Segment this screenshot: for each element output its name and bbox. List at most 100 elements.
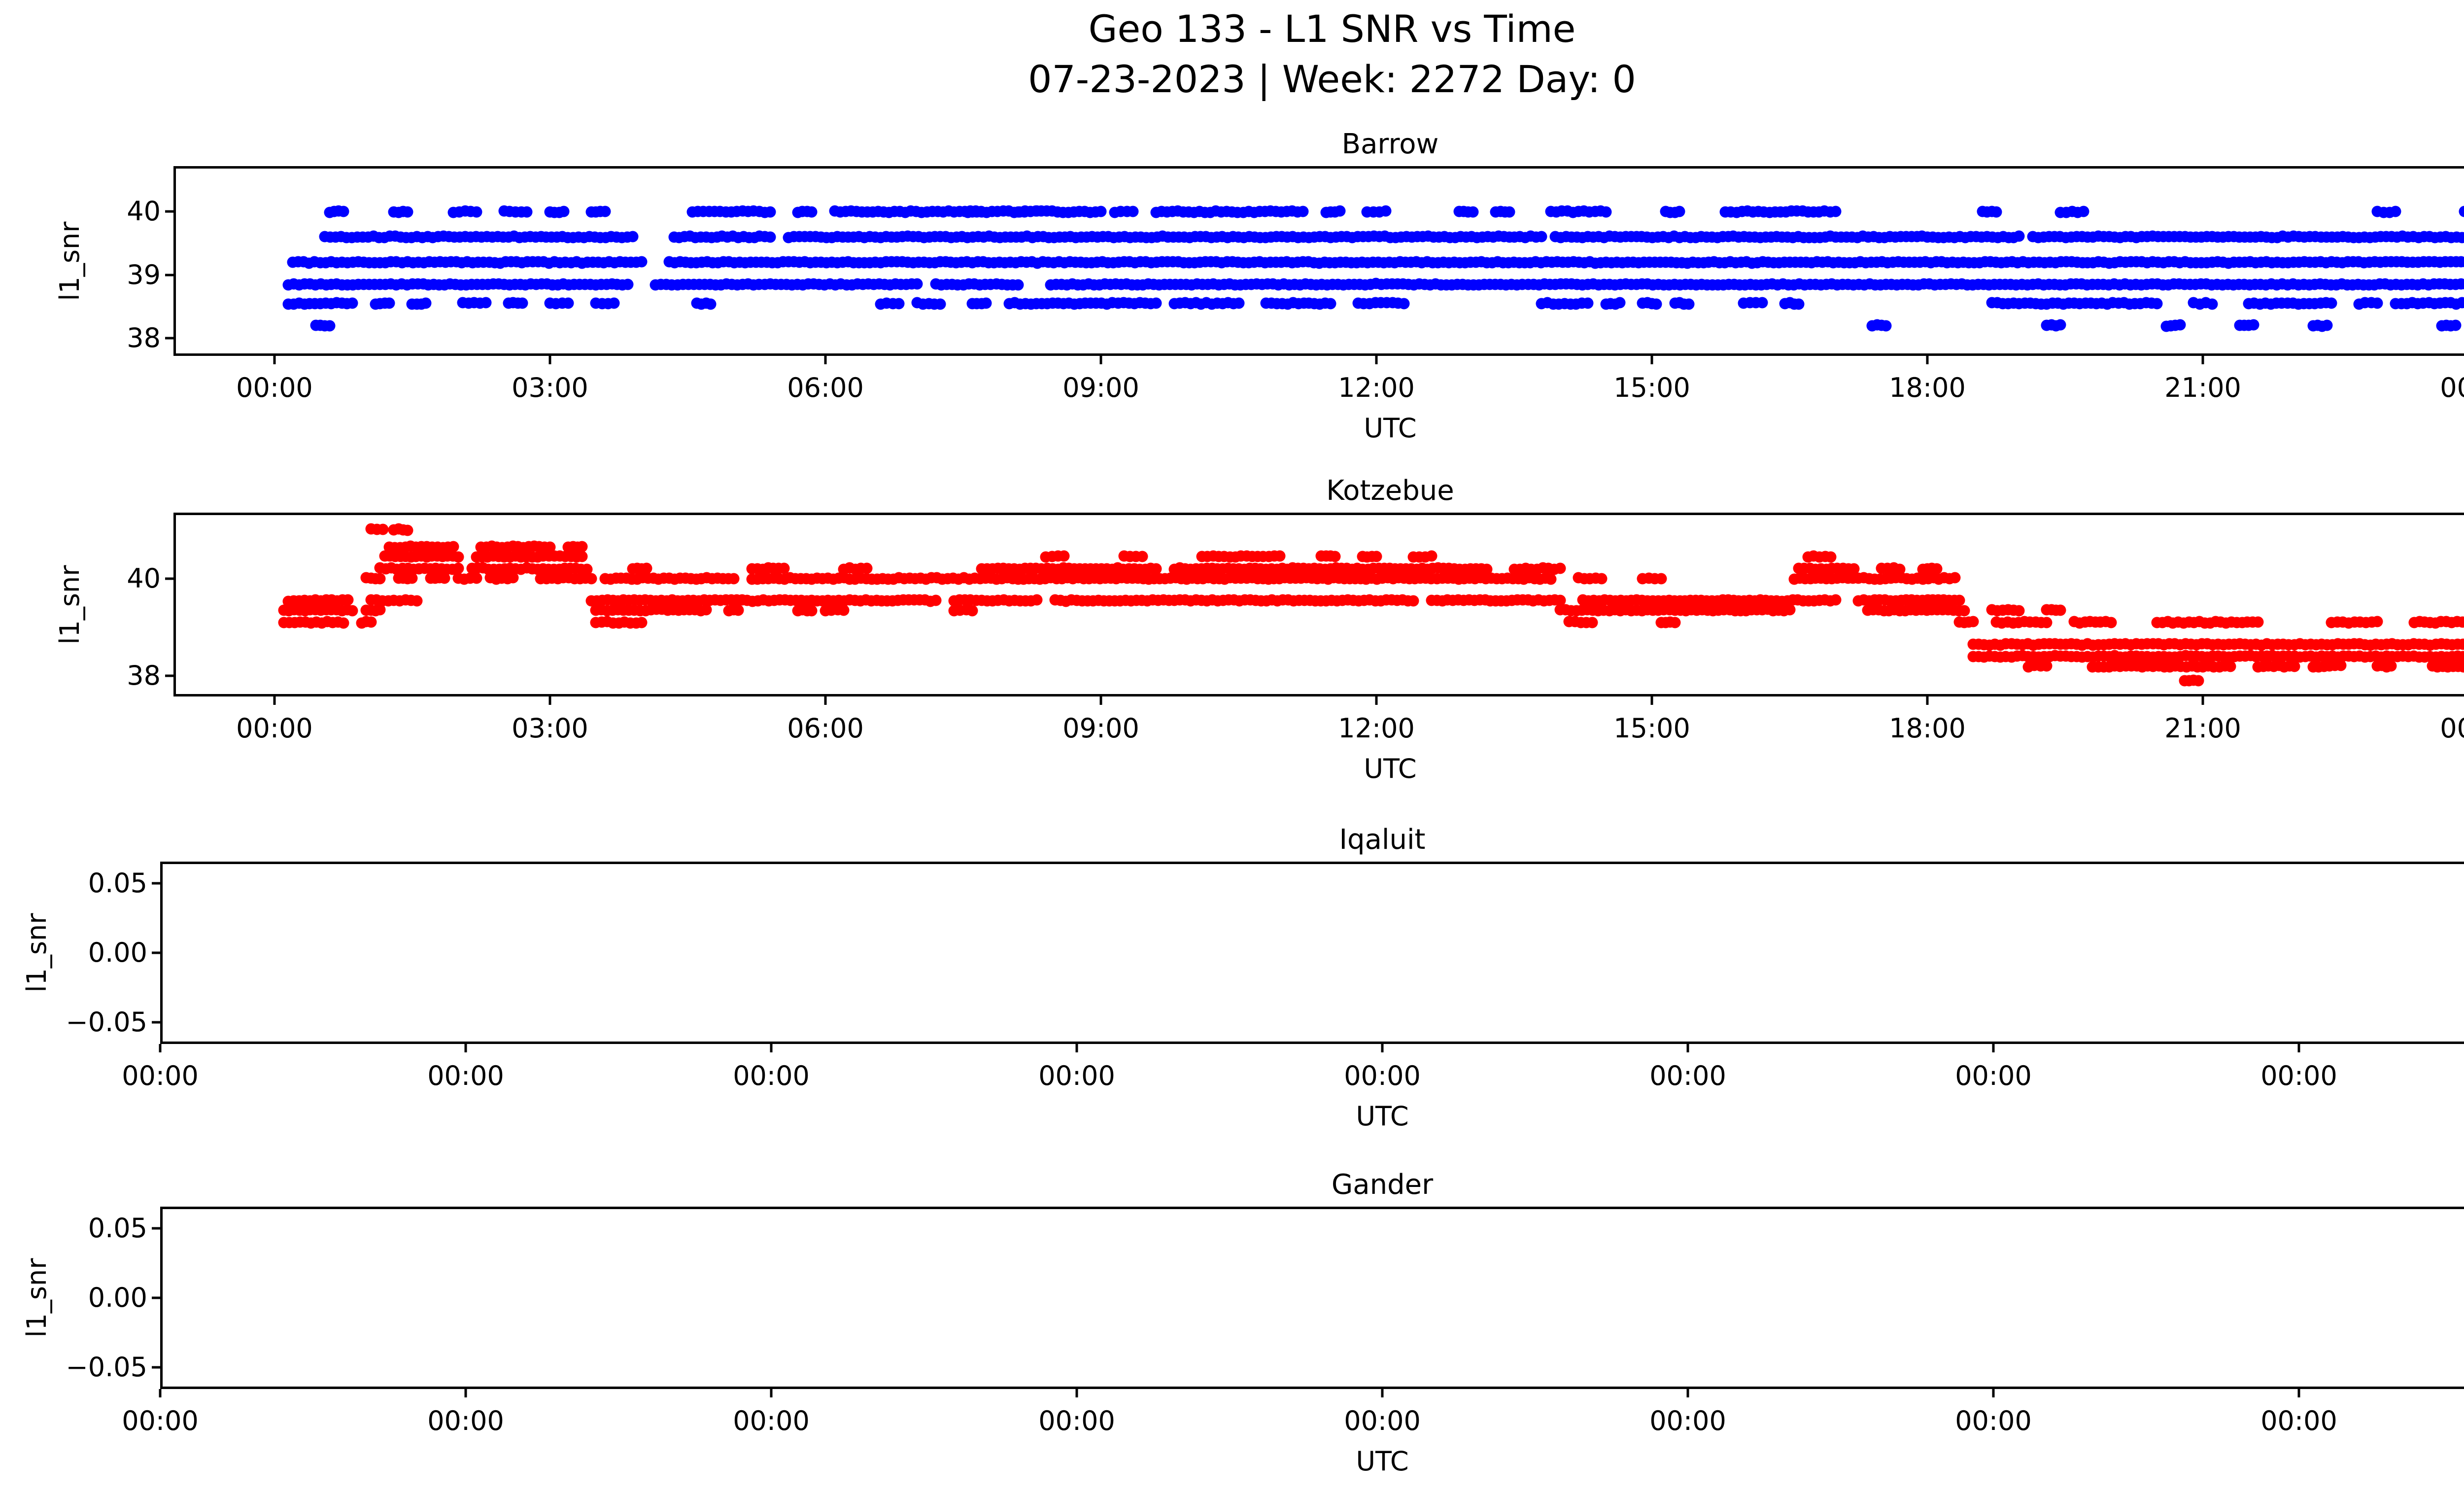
ytick-mark-gander-1: [152, 1296, 160, 1299]
xtick-mark-gander-6: [1992, 1389, 1995, 1397]
xtick-label-iqaluit-3: 00:00: [1038, 1060, 1115, 1091]
xtick-label-barrow-0: 00:00: [236, 372, 313, 403]
xtick-label-iqaluit-4: 00:00: [1344, 1060, 1421, 1091]
data-point: [1949, 572, 1961, 584]
data-point: [2450, 319, 2462, 331]
xtick-mark-gander-2: [770, 1389, 773, 1397]
ytick-mark-gander-0: [152, 1366, 160, 1369]
xtick-label-kotzebue-4: 12:00: [1338, 713, 1415, 744]
subplot-title-kotzebue: Kotzebue: [1326, 475, 1454, 507]
xtick-label-barrow-5: 15:00: [1613, 372, 1690, 403]
data-point: [480, 297, 492, 309]
xtick-mark-kotzebue-1: [548, 696, 551, 705]
data-point: [2371, 297, 2383, 309]
xtick-label-gander-2: 00:00: [733, 1405, 810, 1436]
ytick-label-barrow-2: 40: [127, 196, 161, 227]
data-point: [1150, 297, 1162, 309]
data-point: [374, 604, 386, 616]
data-point: [383, 297, 395, 309]
xtick-mark-iqaluit-1: [464, 1044, 467, 1052]
data-point: [406, 572, 418, 584]
ytick-label-barrow-0: 38: [127, 322, 161, 354]
xtick-label-gander-6: 00:00: [1955, 1405, 2032, 1436]
ytick-mark-kotzebue-1: [165, 577, 173, 580]
ytick-label-iqaluit-0: −0.05: [66, 1007, 147, 1038]
data-point: [1967, 616, 1979, 627]
data-point: [728, 573, 740, 585]
axes-gander: [160, 1207, 2464, 1389]
data-point: [346, 297, 358, 309]
data-point: [2335, 660, 2347, 671]
ytick-mark-iqaluit-1: [152, 951, 160, 954]
data-point: [893, 298, 905, 310]
data-point: [402, 524, 413, 536]
xtick-label-gander-4: 00:00: [1344, 1405, 1421, 1436]
data-point: [1398, 298, 1410, 310]
xtick-mark-kotzebue-4: [1375, 696, 1378, 705]
data-point: [507, 572, 519, 584]
data-point: [2054, 604, 2066, 616]
xtick-label-iqaluit-6: 00:00: [1955, 1060, 2032, 1091]
xtick-mark-gander-0: [159, 1389, 162, 1397]
xtick-label-barrow-7: 21:00: [2164, 372, 2241, 403]
data-point: [471, 572, 482, 584]
xtick-label-gander-1: 00:00: [427, 1405, 504, 1436]
data-point: [2248, 319, 2259, 331]
data-point: [2371, 616, 2383, 627]
xtick-label-iqaluit-7: 00:00: [2260, 1060, 2337, 1091]
data-point: [2289, 661, 2300, 672]
data-point: [1674, 206, 1685, 217]
data-point: [516, 297, 528, 309]
xtick-label-kotzebue-1: 03:00: [512, 713, 588, 744]
data-point: [1012, 279, 1024, 291]
data-point: [622, 278, 634, 290]
xlabel-barrow: UTC: [1364, 413, 1417, 444]
xtick-mark-kotzebue-0: [273, 696, 276, 705]
data-point: [599, 206, 611, 217]
xtick-mark-gander-3: [1075, 1389, 1078, 1397]
data-point: [1325, 298, 1336, 310]
xtick-mark-iqaluit-6: [1992, 1044, 1995, 1052]
data-point: [338, 617, 349, 629]
data-point: [439, 572, 450, 584]
figure-suptitle-line2: 07-23-2023 | Week: 2272 Day: 0: [1028, 57, 1636, 101]
data-point: [764, 206, 776, 218]
data-point: [1586, 617, 1598, 628]
ylabel-barrow: l1_snr: [54, 221, 85, 301]
data-layer-kotzebue: [173, 513, 2464, 696]
xtick-mark-iqaluit-2: [770, 1044, 773, 1052]
data-point: [2013, 230, 2025, 242]
data-point: [2054, 319, 2066, 331]
data-point: [976, 206, 988, 218]
data-point: [2252, 616, 2264, 628]
subplot-title-iqaluit: Iqaluit: [1339, 824, 1426, 856]
data-point: [324, 320, 336, 332]
data-point: [377, 523, 389, 535]
data-point: [365, 616, 377, 628]
xtick-mark-kotzebue-3: [1099, 696, 1102, 705]
xtick-mark-barrow-2: [824, 356, 827, 364]
data-point: [2105, 617, 2117, 628]
data-point: [2041, 660, 2053, 672]
data-point: [1596, 573, 1608, 585]
data-point: [1136, 551, 1148, 562]
data-point: [1655, 573, 1667, 585]
xtick-mark-iqaluit-5: [1686, 1044, 1689, 1052]
xtick-label-kotzebue-6: 18:00: [1889, 713, 1966, 744]
xtick-label-kotzebue-0: 00:00: [236, 713, 313, 744]
data-point: [2321, 319, 2333, 331]
data-point: [1334, 205, 1345, 217]
figure-suptitle-line1: Geo 133 - L1 SNR vs Time: [1088, 7, 1576, 51]
xlabel-iqaluit: UTC: [1356, 1101, 1409, 1132]
subplot-title-gander: Gander: [1331, 1169, 1434, 1201]
data-point: [1953, 594, 1965, 606]
data-point: [980, 297, 992, 309]
xtick-mark-gander-5: [1686, 1389, 1689, 1397]
data-point: [562, 297, 574, 309]
xtick-label-kotzebue-8: 00:00: [2440, 713, 2464, 744]
data-point: [1582, 297, 1594, 309]
xtick-label-barrow-8: 00:00: [2440, 372, 2464, 403]
xtick-mark-barrow-5: [1650, 356, 1653, 364]
data-point: [1504, 206, 1515, 218]
